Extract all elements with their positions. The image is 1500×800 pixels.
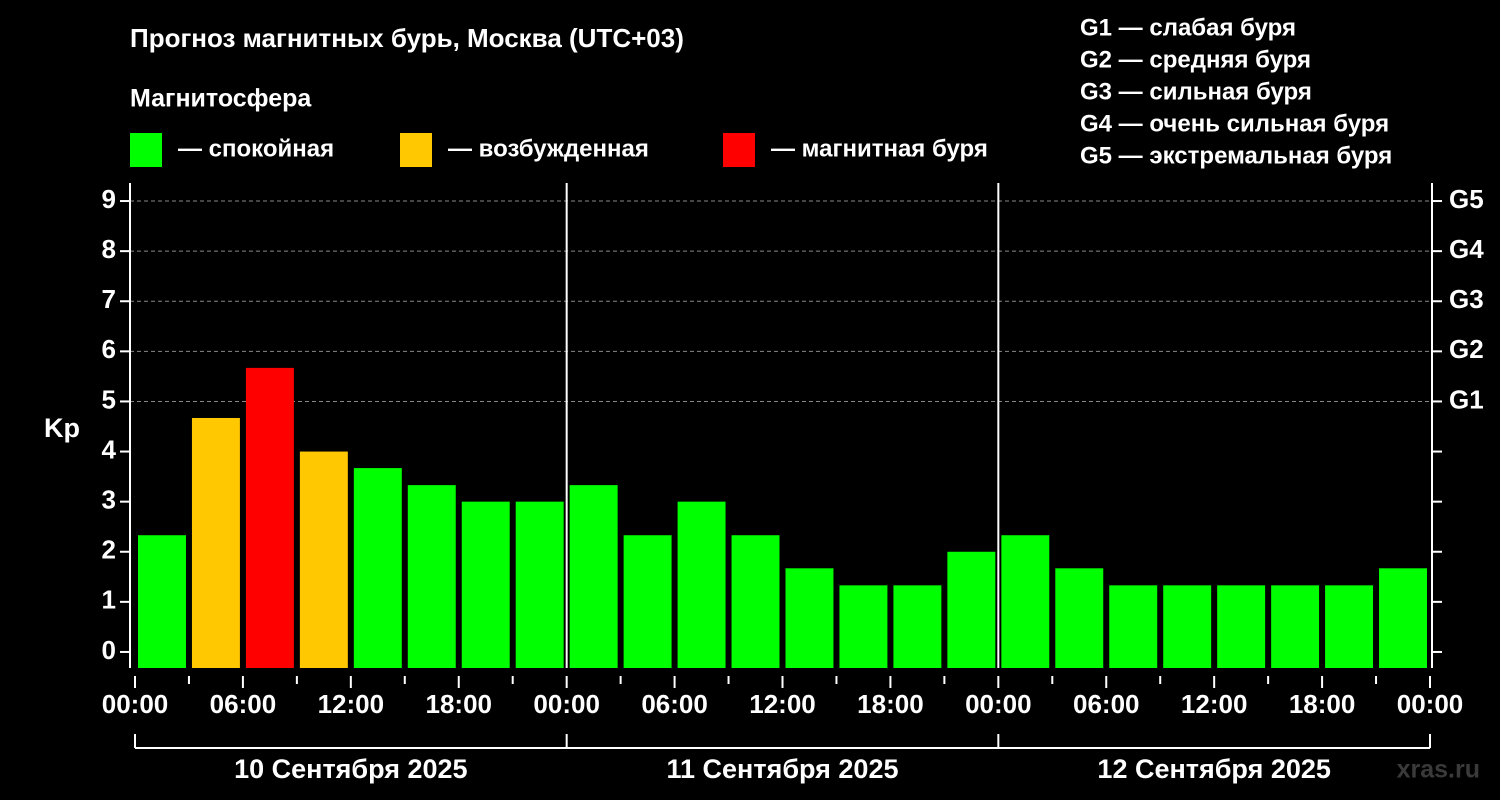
bar [407,485,456,668]
legend-label: — возбужденная [448,135,649,162]
y-tick-label: 2 [102,535,116,565]
x-tick-label: 06:00 [641,689,708,719]
y2-tick-label: G1 [1449,384,1484,414]
y2-tick-label: G4 [1449,234,1484,264]
bar [1325,585,1374,668]
bar [138,535,186,668]
y-tick-label: 8 [102,234,116,264]
x-tick-label: 18:00 [1289,689,1356,719]
bar [947,551,996,668]
y-tick-label: 0 [102,635,116,665]
x-tick-label: 00:00 [102,689,169,719]
legend-swatch [400,133,432,167]
y-tick-label: 4 [102,434,117,464]
bar [623,535,672,668]
legend-swatch [130,133,162,167]
bar [893,585,942,668]
bar [1163,585,1212,668]
y-tick-label: 7 [102,284,116,314]
bar [245,367,294,668]
y-tick-label: 6 [102,334,116,364]
x-tick-label: 12:00 [1181,689,1248,719]
bar [191,417,240,668]
y-axis-label: Kp [44,413,80,443]
bar [677,501,726,668]
bar [1217,585,1266,668]
y-tick-label: 3 [102,485,116,515]
x-tick-label: 18:00 [857,689,924,719]
bar [299,451,348,668]
y-tick-label: 9 [102,184,116,214]
chart-title: Прогноз магнитных бурь, Москва (UTC+03) [130,23,684,53]
x-tick-label: 12:00 [318,689,385,719]
day-label: 12 Сентября 2025 [1097,754,1330,784]
bar [731,535,780,668]
bar [1271,585,1320,668]
legend-label: — спокойная [178,135,334,162]
bar [785,568,834,668]
storm-scale-entry: G1 — слабая буря [1080,14,1296,41]
y2-tick-label: G3 [1449,284,1484,314]
x-tick-label: 00:00 [1397,689,1464,719]
bar [1379,568,1427,668]
bar [353,468,402,668]
y2-tick-label: G5 [1449,184,1484,214]
legend-label: — магнитная буря [771,135,988,162]
bar [1109,585,1158,668]
bar [839,585,888,668]
y2-tick-label: G2 [1449,334,1484,364]
subtitle: Магнитосфера [130,85,312,113]
day-label: 10 Сентября 2025 [234,754,467,784]
legend-swatch [723,133,755,167]
storm-scale-entry: G5 — экстремальная буря [1080,142,1392,169]
bar [569,485,618,668]
y-tick-label: 5 [102,384,116,414]
x-tick-label: 06:00 [210,689,277,719]
x-tick-label: 00:00 [965,689,1032,719]
bar [1055,568,1104,668]
x-tick-label: 06:00 [1073,689,1140,719]
bar [461,501,510,668]
storm-scale-entry: G2 — средняя буря [1080,46,1311,73]
x-tick-label: 12:00 [749,689,816,719]
storm-scale-entry: G3 — сильная буря [1080,78,1312,105]
x-tick-label: 00:00 [533,689,600,719]
bar [1001,535,1050,668]
day-label: 11 Сентября 2025 [667,754,899,784]
x-tick-label: 18:00 [426,689,493,719]
storm-scale-entry: G4 — очень сильная буря [1080,110,1389,137]
y-tick-label: 1 [102,585,116,615]
bar [515,501,564,668]
watermark: xras.ru [1397,756,1480,784]
